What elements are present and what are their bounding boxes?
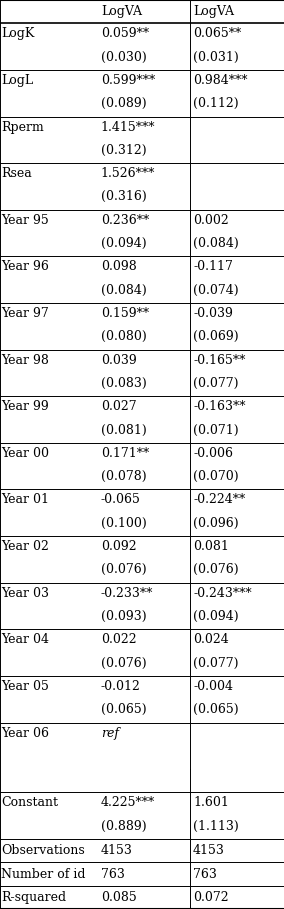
Text: -0.004: -0.004: [193, 680, 233, 693]
Text: 1.526***: 1.526***: [101, 167, 155, 180]
Text: (0.112): (0.112): [193, 97, 239, 110]
Text: LogL: LogL: [1, 74, 34, 87]
Text: Year 98: Year 98: [1, 354, 49, 366]
Text: Year 96: Year 96: [1, 260, 49, 274]
Text: Number of id: Number of id: [1, 867, 86, 881]
Text: LogVA: LogVA: [101, 5, 142, 18]
Text: -0.224**: -0.224**: [193, 494, 245, 506]
Text: (0.094): (0.094): [193, 610, 239, 623]
Text: Year 05: Year 05: [1, 680, 49, 693]
Text: 0.002: 0.002: [193, 214, 229, 226]
Text: 0.098: 0.098: [101, 260, 137, 274]
Text: Rperm: Rperm: [1, 121, 44, 134]
Text: -0.012: -0.012: [101, 680, 141, 693]
Text: (1.113): (1.113): [193, 820, 239, 833]
Text: (0.031): (0.031): [193, 51, 239, 64]
Text: (0.093): (0.093): [101, 610, 147, 623]
Text: 763: 763: [193, 867, 217, 881]
Text: 0.027: 0.027: [101, 400, 136, 414]
Text: -0.163**: -0.163**: [193, 400, 246, 414]
Text: Observations: Observations: [1, 844, 85, 857]
Text: (0.089): (0.089): [101, 97, 147, 110]
Text: (0.074): (0.074): [193, 284, 239, 296]
Text: 763: 763: [101, 867, 125, 881]
Text: 0.022: 0.022: [101, 634, 136, 646]
Text: Year 95: Year 95: [1, 214, 49, 226]
Text: 1.415***: 1.415***: [101, 121, 155, 134]
Text: 0.039: 0.039: [101, 354, 137, 366]
Text: Year 02: Year 02: [1, 540, 49, 553]
Text: 0.236**: 0.236**: [101, 214, 149, 226]
Text: 0.024: 0.024: [193, 634, 229, 646]
Text: -0.039: -0.039: [193, 307, 233, 320]
Text: (0.071): (0.071): [193, 424, 239, 436]
Text: (0.083): (0.083): [101, 377, 147, 390]
Text: -0.006: -0.006: [193, 447, 233, 460]
Text: 0.171**: 0.171**: [101, 447, 149, 460]
Text: ref: ref: [101, 726, 119, 740]
Text: (0.889): (0.889): [101, 820, 147, 833]
Text: (0.065): (0.065): [101, 704, 147, 716]
Text: 0.065**: 0.065**: [193, 27, 241, 40]
Text: 0.081: 0.081: [193, 540, 229, 553]
Text: LogVA: LogVA: [193, 5, 234, 18]
Text: -0.243***: -0.243***: [193, 586, 252, 600]
Text: 1.601: 1.601: [193, 796, 229, 809]
Text: 0.072: 0.072: [193, 891, 229, 904]
Text: Year 00: Year 00: [1, 447, 49, 460]
Text: Year 03: Year 03: [1, 586, 49, 600]
Text: 0.599***: 0.599***: [101, 74, 155, 87]
Text: (0.076): (0.076): [193, 564, 239, 576]
Text: R-squared: R-squared: [1, 891, 66, 904]
Text: Constant: Constant: [1, 796, 59, 809]
Text: (0.084): (0.084): [101, 284, 147, 296]
Text: (0.030): (0.030): [101, 51, 147, 64]
Text: 0.059**: 0.059**: [101, 27, 149, 40]
Text: (0.078): (0.078): [101, 470, 147, 484]
Text: 0.984***: 0.984***: [193, 74, 248, 87]
Text: 4.225***: 4.225***: [101, 796, 155, 809]
Text: (0.069): (0.069): [193, 330, 239, 344]
Text: -0.165**: -0.165**: [193, 354, 245, 366]
Text: -0.065: -0.065: [101, 494, 141, 506]
Text: (0.077): (0.077): [193, 377, 239, 390]
Text: LogK: LogK: [1, 27, 35, 40]
Text: 4153: 4153: [101, 844, 133, 857]
Text: (0.100): (0.100): [101, 516, 147, 530]
Text: (0.316): (0.316): [101, 191, 147, 204]
Text: -0.233**: -0.233**: [101, 586, 153, 600]
Text: Year 06: Year 06: [1, 726, 49, 740]
Text: Year 04: Year 04: [1, 634, 49, 646]
Text: 0.085: 0.085: [101, 891, 137, 904]
Text: (0.076): (0.076): [101, 656, 147, 670]
Text: (0.081): (0.081): [101, 424, 147, 436]
Text: (0.080): (0.080): [101, 330, 147, 344]
Text: (0.312): (0.312): [101, 144, 147, 157]
Text: Year 97: Year 97: [1, 307, 49, 320]
Text: 4153: 4153: [193, 844, 225, 857]
Text: Rsea: Rsea: [1, 167, 32, 180]
Text: 0.159**: 0.159**: [101, 307, 149, 320]
Text: (0.070): (0.070): [193, 470, 239, 484]
Text: (0.084): (0.084): [193, 237, 239, 250]
Text: (0.094): (0.094): [101, 237, 147, 250]
Text: (0.076): (0.076): [101, 564, 147, 576]
Text: (0.065): (0.065): [193, 704, 239, 716]
Text: (0.096): (0.096): [193, 516, 239, 530]
Text: (0.077): (0.077): [193, 656, 239, 670]
Text: Year 01: Year 01: [1, 494, 49, 506]
Text: -0.117: -0.117: [193, 260, 233, 274]
Text: 0.092: 0.092: [101, 540, 136, 553]
Text: Year 99: Year 99: [1, 400, 49, 414]
